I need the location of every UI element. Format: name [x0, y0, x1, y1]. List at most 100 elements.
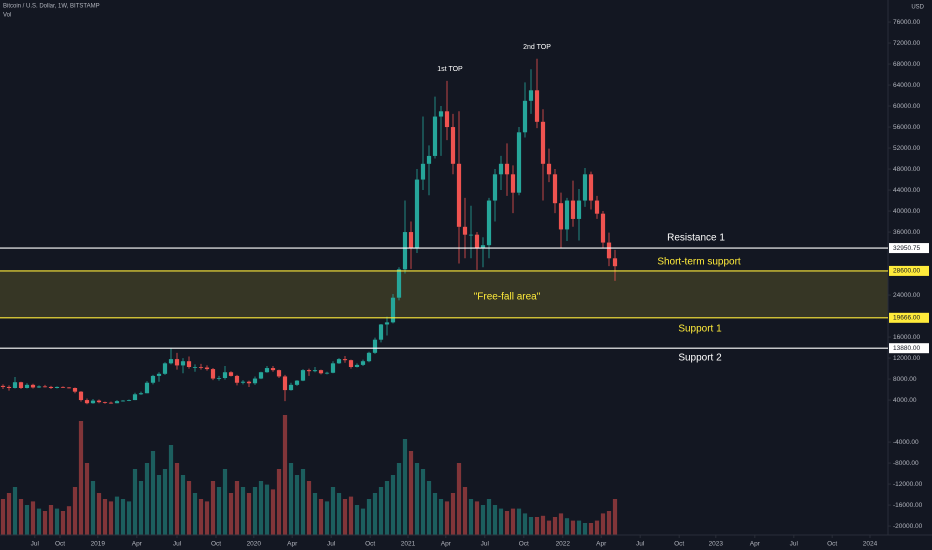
y-tick-label: 40000.00 [893, 208, 920, 215]
candle-body [210, 369, 216, 379]
candle-body [564, 200, 570, 230]
candle-body [240, 381, 246, 383]
candle-body [474, 234, 480, 248]
volume-bar [216, 487, 222, 535]
y-tick-label: 44000.00 [893, 187, 920, 194]
candle-body [588, 174, 594, 201]
y-tick-label: 60000.00 [893, 103, 920, 110]
volume-bar [144, 463, 150, 535]
volume-bar [324, 501, 330, 535]
candle-body [24, 384, 30, 388]
volume-bar [222, 469, 228, 535]
y-tick-label: -16000.00 [893, 502, 923, 509]
volume-bar [564, 518, 570, 535]
volume-bar [108, 501, 114, 535]
candle-body [108, 402, 114, 404]
volume-bar [468, 499, 474, 535]
candle-body [498, 163, 504, 175]
y-tick-label: 24000.00 [893, 292, 920, 299]
level-label: 32950.75 [893, 245, 920, 252]
candle-body [378, 324, 384, 340]
candle-body [54, 386, 60, 388]
candle-body [168, 359, 174, 364]
level-badge [889, 312, 929, 323]
volume-bar [66, 506, 72, 535]
volume-bar [402, 439, 408, 535]
volume-bar [342, 499, 348, 535]
candle-body [312, 370, 318, 372]
volume-bar [600, 513, 606, 535]
volume-bar [606, 511, 612, 535]
candle-body [216, 378, 222, 379]
y-tick-label: -20000.00 [893, 523, 923, 530]
volume-bar [420, 469, 426, 535]
volume-bar [306, 481, 312, 535]
volume-bar [432, 493, 438, 535]
volume-bar [612, 499, 618, 535]
x-tick-label: Oct [55, 541, 65, 548]
candle-body [60, 386, 66, 388]
volume-bar [12, 487, 18, 535]
volume-bar [78, 421, 84, 535]
x-tick-label: 2019 [91, 541, 106, 548]
volume-bar [186, 481, 192, 535]
volume-bar [84, 463, 90, 535]
candle-body [444, 111, 450, 128]
x-tick-label: 2022 [556, 541, 571, 548]
volume-bar [594, 520, 600, 535]
candle-body [102, 402, 108, 403]
volume-bar [288, 463, 294, 535]
y-tick-label: -4000.00 [893, 439, 919, 446]
candle-body [48, 386, 54, 388]
candle-body [276, 370, 282, 377]
candle-body [366, 352, 372, 362]
volume-bar [240, 487, 246, 535]
y-tick-label: 4000.00 [893, 397, 917, 404]
x-tick-label: Oct [211, 541, 221, 548]
x-tick-label: Jul [173, 541, 182, 548]
candle-body [612, 258, 618, 267]
candle-body [90, 400, 96, 404]
x-tick-label: 2021 [401, 541, 416, 548]
x-tick-label: 2020 [247, 541, 262, 548]
candle-body [132, 394, 138, 401]
volume-bar [234, 481, 240, 535]
volume-bar [246, 493, 252, 535]
volume-bar [24, 505, 30, 535]
volume-bar [102, 499, 108, 535]
candle-body [138, 393, 144, 395]
volume-bar [540, 515, 546, 535]
volume-bar [258, 481, 264, 535]
symbol-title: Bitcoin / U.S. Dollar, 1W, BITSTAMP [3, 4, 100, 10]
candle-body [300, 370, 306, 381]
currency-label: USD [911, 5, 924, 11]
volume-bar [582, 523, 588, 535]
candle-body [66, 387, 72, 389]
candle-body [252, 378, 258, 384]
volume-bar [90, 481, 96, 535]
volume-bar [264, 484, 270, 535]
candle-body [258, 372, 264, 379]
candle-body [282, 376, 288, 391]
volume-bar [456, 463, 462, 535]
candle-body [414, 179, 420, 248]
level-label: 13880.00 [893, 345, 920, 352]
volume-bar [42, 511, 48, 535]
volume-bar [354, 505, 360, 535]
volume-bar [174, 463, 180, 535]
volume-bar [138, 481, 144, 535]
volume-bar [330, 487, 336, 535]
candle-body [486, 200, 492, 246]
y-tick-label: -8000.00 [893, 460, 919, 467]
volume-bar [18, 499, 24, 535]
zone [0, 270, 888, 318]
y-tick-label: 48000.00 [893, 166, 920, 173]
annotation: Support 1 [678, 324, 722, 335]
candle-body [456, 163, 462, 227]
x-tick-label: Jul [636, 541, 645, 548]
candle-body [330, 363, 336, 373]
volume-bar [396, 463, 402, 535]
x-tick-label: 2023 [709, 541, 724, 548]
volume-bar [168, 445, 174, 535]
